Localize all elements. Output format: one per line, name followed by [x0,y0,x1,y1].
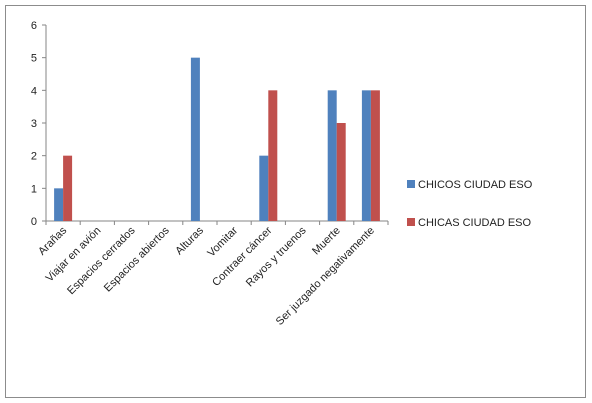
bar-chicas [268,90,278,221]
legend-label: CHICAS CIUDAD ESO [418,217,532,229]
x-category-label: Arañas [36,224,69,257]
bar-chicos [327,90,337,221]
bar-chicos [190,57,200,221]
chart-frame [5,5,586,398]
y-axis: 0 1 2 3 4 5 6 [31,20,47,228]
y-tick-label: 3 [31,118,37,130]
legend-label: CHICOS CIUDAD ESO [418,179,533,191]
bar-chicos [54,188,64,221]
legend-swatch [407,218,415,226]
x-category-label: Muerte [310,225,343,258]
legend: CHICOS CIUDAD ESO CHICAS CIUDAD ESO [407,179,533,229]
y-tick-label: 0 [31,216,37,228]
x-category-label: Contraer cáncer [210,224,274,288]
y-tick-label: 1 [31,183,37,195]
y-tick-label: 5 [31,53,37,65]
legend-swatch [407,180,415,188]
y-tick-label: 6 [31,20,37,32]
bar-chicas [63,155,73,221]
x-category-label: Espacios abiertos [102,224,172,294]
bar-chicos [259,155,269,221]
bar-chicas [370,90,380,221]
x-category-label: Alturas [173,224,206,257]
bars [54,57,380,221]
bar-chicas [336,123,346,221]
y-tick-label: 4 [31,85,37,97]
x-category-label: Rayos y truenos [244,224,309,289]
y-tick-label: 2 [31,151,37,163]
bar-chicos [361,90,371,221]
